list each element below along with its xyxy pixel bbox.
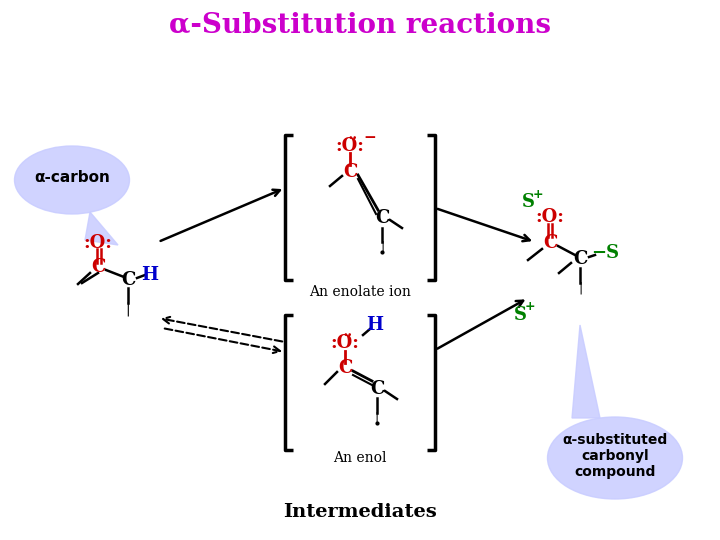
Text: C: C <box>91 258 105 276</box>
Ellipse shape <box>14 146 130 214</box>
Ellipse shape <box>547 417 683 499</box>
Polygon shape <box>572 325 600 418</box>
Text: H: H <box>366 316 384 334</box>
Text: :O:: :O: <box>536 208 564 226</box>
Text: C: C <box>343 163 357 181</box>
Text: α-Substitution reactions: α-Substitution reactions <box>169 11 551 38</box>
Text: −S: −S <box>591 244 619 262</box>
Text: S: S <box>521 193 534 211</box>
Text: |: | <box>578 281 582 294</box>
Text: α-substituted
carbonyl
compound: α-substituted carbonyl compound <box>562 433 667 479</box>
Text: S: S <box>513 306 526 324</box>
Text: H: H <box>142 266 158 284</box>
Text: −: − <box>364 131 377 145</box>
Text: An enol: An enol <box>333 451 387 465</box>
Text: Intermediates: Intermediates <box>283 503 437 521</box>
Text: +: + <box>525 300 535 314</box>
Text: C: C <box>375 209 390 227</box>
Text: C: C <box>543 234 557 252</box>
Text: +: + <box>533 187 544 200</box>
Text: |: | <box>126 302 130 316</box>
Text: C: C <box>338 359 352 377</box>
Text: |: | <box>375 411 379 424</box>
Text: C: C <box>121 271 135 289</box>
Text: :Ö:: :Ö: <box>330 334 359 352</box>
Text: |: | <box>380 240 384 253</box>
Text: C: C <box>573 250 588 268</box>
Polygon shape <box>85 212 118 245</box>
Text: :O:: :O: <box>84 234 112 252</box>
Text: C: C <box>370 380 384 398</box>
Text: :Ö:: :Ö: <box>336 137 364 155</box>
Text: α-carbon: α-carbon <box>34 171 110 186</box>
Text: An enolate ion: An enolate ion <box>309 285 411 299</box>
